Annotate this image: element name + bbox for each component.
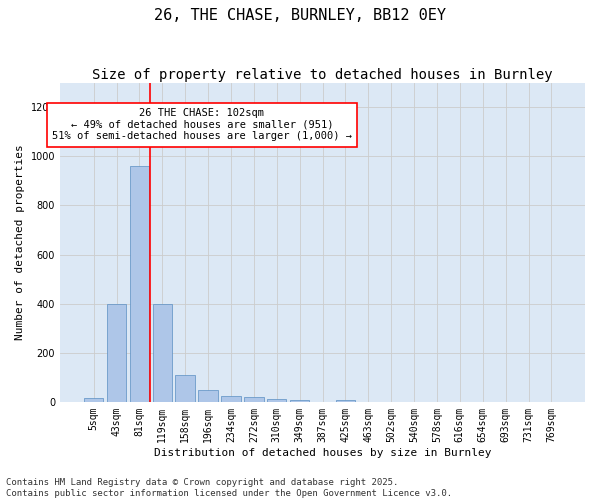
Text: Contains HM Land Registry data © Crown copyright and database right 2025.
Contai: Contains HM Land Registry data © Crown c… [6,478,452,498]
Text: 26, THE CHASE, BURNLEY, BB12 0EY: 26, THE CHASE, BURNLEY, BB12 0EY [154,8,446,22]
Bar [152,304,172,402]
Bar [244,397,263,402]
X-axis label: Distribution of detached houses by size in Burnley: Distribution of detached houses by size … [154,448,491,458]
Title: Size of property relative to detached houses in Burnley: Size of property relative to detached ho… [92,68,553,82]
Bar [221,396,241,402]
Bar [290,400,310,402]
Bar [84,398,103,402]
Bar [335,400,355,402]
Bar [267,399,286,402]
Bar [107,304,126,402]
Text: 26 THE CHASE: 102sqm
← 49% of detached houses are smaller (951)
51% of semi-deta: 26 THE CHASE: 102sqm ← 49% of detached h… [52,108,352,142]
Bar [175,375,195,402]
Bar [199,390,218,402]
Y-axis label: Number of detached properties: Number of detached properties [15,144,25,340]
Bar [130,166,149,402]
